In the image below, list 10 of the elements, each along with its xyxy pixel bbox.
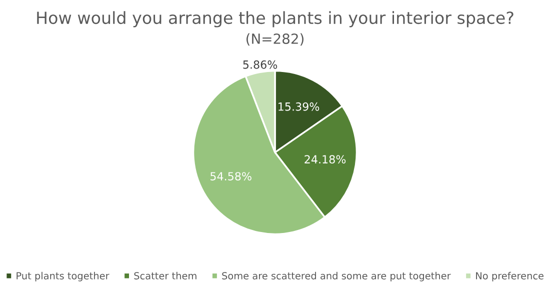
data-label: 5.86% xyxy=(243,60,278,69)
chart-subtitle: (N=282) xyxy=(246,33,304,46)
data-label: 54.58% xyxy=(210,172,252,180)
legend-label: Some are scattered and some are put together xyxy=(222,272,451,282)
legend-label: Scatter them xyxy=(134,272,196,280)
legend-label: Put plants together xyxy=(16,272,110,282)
data-label: 24.18% xyxy=(304,155,346,164)
legend-label: No preference xyxy=(476,272,544,282)
chart-title: How would you arrange the plants in your interior space? xyxy=(37,11,514,28)
data-label: 15.39% xyxy=(278,102,320,111)
